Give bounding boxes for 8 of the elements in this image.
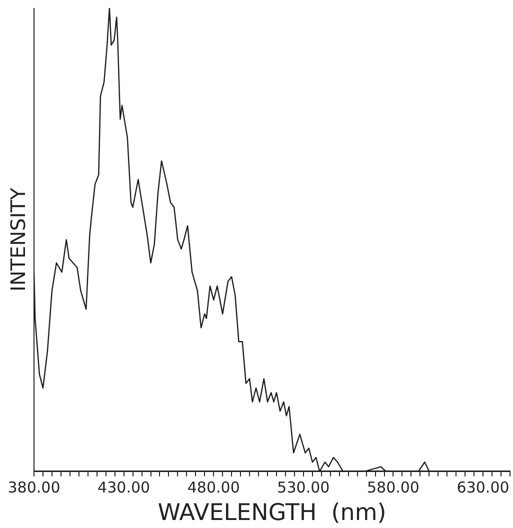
- x-tick-label: 430.00: [98, 478, 150, 496]
- x-tick-label: 530.00: [277, 478, 330, 496]
- y-axis-title: INTENSITY: [6, 187, 30, 292]
- x-tick-label: 480.00: [187, 478, 240, 496]
- x-tick-label: 380.00: [8, 478, 60, 496]
- x-tick-label: 630.00: [456, 478, 510, 496]
- x-axis-title: WAVELENGTH (nm): [158, 500, 386, 526]
- x-tick-label: 580.00: [366, 478, 420, 496]
